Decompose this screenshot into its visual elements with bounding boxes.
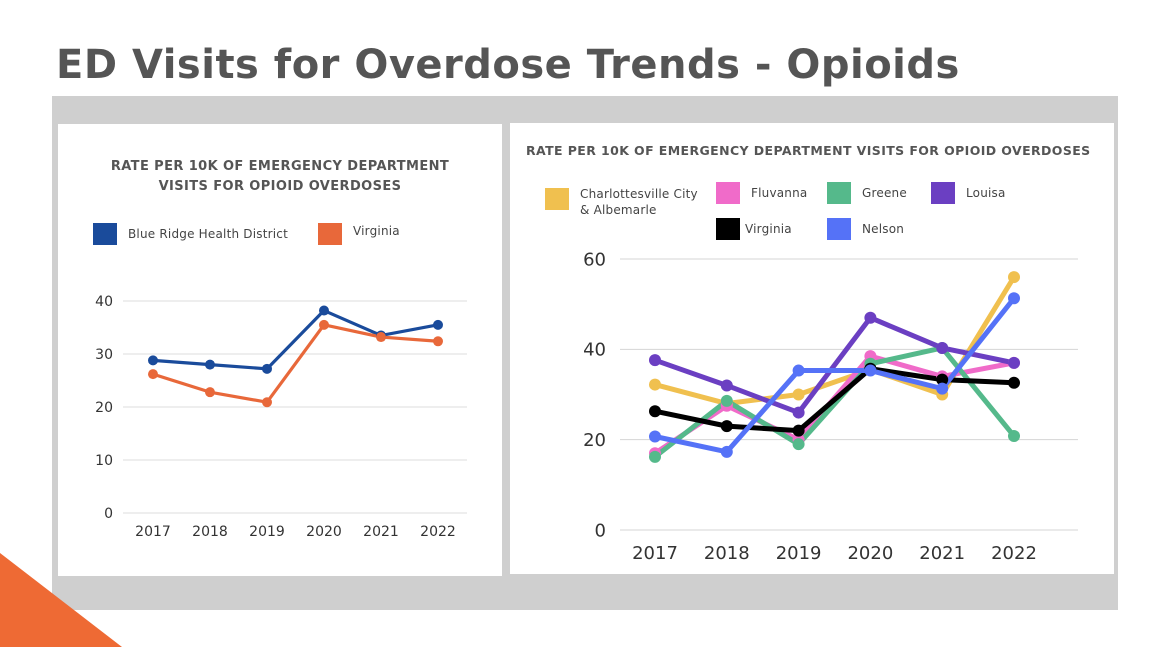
x-tick-label: 2017	[632, 543, 678, 564]
series-line	[652, 315, 1017, 416]
y-tick-label: 60	[583, 249, 606, 270]
x-tick-label: 2020	[306, 524, 342, 540]
data-point	[792, 388, 805, 401]
chart-panel-health-district: RATE PER 10K OF EMERGENCY DEPARTMENT VIS…	[58, 124, 502, 576]
series-line	[652, 295, 1017, 455]
data-point	[1008, 376, 1020, 389]
y-tick-label: 20	[95, 400, 113, 416]
y-tick-label: 0	[595, 520, 606, 541]
y-tick-label: 0	[104, 506, 113, 522]
x-tick-label: 2018	[192, 524, 228, 540]
data-point	[1008, 430, 1020, 443]
y-tick-label: 40	[95, 294, 113, 310]
data-point	[1008, 271, 1020, 284]
y-tick-label: 30	[95, 347, 113, 363]
line-chart-localities: 0 20 40 60 2017 2018 2019 2020 2021 2022	[583, 249, 1078, 564]
series-line	[652, 274, 1017, 407]
data-point	[649, 405, 661, 418]
line-chart-health-district: 0 10 20 30 40 2017 2018 2019 2020 2021 2022	[95, 294, 467, 540]
chart-panel-localities: RATE PER 10K OF EMERGENCY DEPARTMENT VIS…	[510, 123, 1114, 574]
data-point	[720, 379, 733, 392]
data-point	[936, 373, 949, 386]
data-point	[319, 319, 329, 330]
data-point	[649, 450, 661, 463]
series-line	[652, 345, 1017, 460]
x-tick-label: 2018	[704, 543, 750, 564]
chart-title: RATE PER 10K OF EMERGENCY DEPARTMENT VIS…	[110, 159, 450, 194]
y-tick-label: 40	[583, 340, 606, 361]
data-point	[262, 397, 272, 408]
data-point	[148, 369, 158, 380]
y-tick-label: 20	[583, 430, 606, 451]
data-point	[433, 319, 443, 330]
data-point	[936, 382, 949, 395]
data-point	[792, 438, 805, 451]
data-point	[864, 311, 877, 324]
series-line	[151, 308, 440, 371]
x-tick-label: 2019	[776, 543, 822, 564]
data-point	[1008, 292, 1020, 305]
data-point	[376, 332, 386, 343]
data-point	[433, 336, 443, 347]
data-point	[792, 424, 805, 437]
y-tick-label: 10	[95, 453, 113, 469]
data-point	[864, 364, 877, 377]
data-point	[792, 364, 805, 377]
corner-accent-triangle	[0, 553, 122, 647]
data-point	[319, 305, 329, 316]
data-point	[720, 394, 733, 407]
data-point	[1008, 356, 1020, 369]
slide-title: ED Visits for Overdose Trends - Opioids	[56, 42, 960, 88]
data-point	[792, 406, 805, 419]
series-line	[652, 366, 1017, 434]
data-point	[936, 341, 949, 354]
x-tick-label: 2021	[363, 524, 399, 540]
data-point	[649, 354, 661, 367]
x-tick-label: 2020	[847, 543, 893, 564]
series-line	[151, 323, 440, 404]
data-point	[205, 387, 215, 398]
data-point	[205, 359, 215, 370]
data-point	[148, 355, 158, 366]
x-tick-label: 2022	[420, 524, 456, 540]
data-point	[649, 378, 661, 391]
chart-title: RATE PER 10K OF EMERGENCY DEPARTMENT VIS…	[526, 143, 1091, 158]
x-tick-label: 2017	[135, 524, 171, 540]
data-point	[720, 445, 733, 458]
x-tick-label: 2022	[991, 543, 1037, 564]
x-tick-label: 2021	[919, 543, 965, 564]
data-point	[262, 363, 272, 374]
x-tick-label: 2019	[249, 524, 285, 540]
data-point	[720, 420, 733, 433]
data-point	[649, 430, 661, 443]
